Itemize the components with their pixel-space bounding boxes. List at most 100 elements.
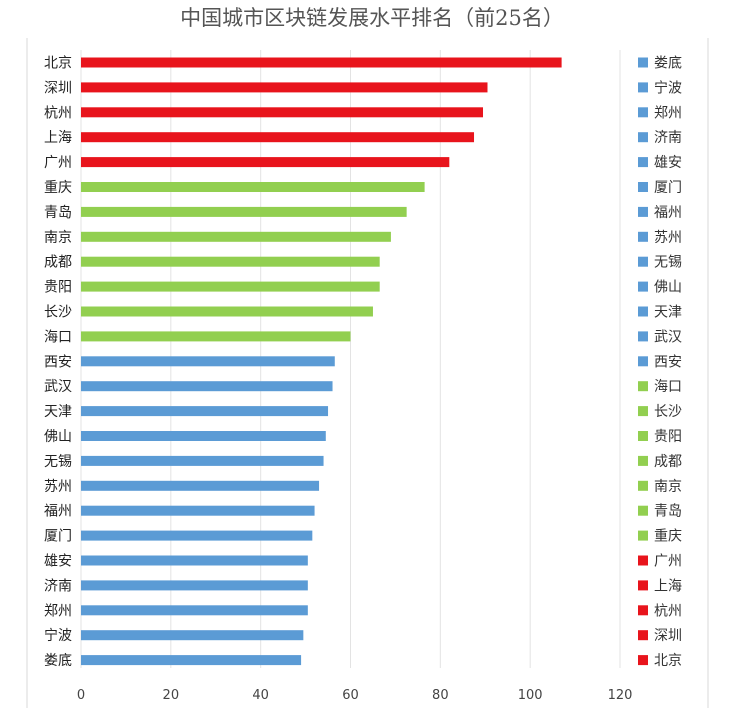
x-tick-label: 120	[608, 688, 633, 703]
legend-label: 苏州	[654, 230, 682, 246]
bar	[81, 655, 302, 666]
category-label: 福州	[44, 504, 72, 520]
category-label: 佛山	[44, 429, 72, 445]
legend-label: 武汉	[654, 329, 682, 345]
legend-swatch	[638, 630, 648, 641]
bar	[81, 182, 425, 192]
legend-item: 厦门	[638, 180, 682, 196]
bar	[81, 605, 308, 616]
legend-item: 长沙	[638, 404, 682, 420]
legend-item: 无锡	[638, 255, 682, 271]
category-label: 重庆	[44, 180, 72, 196]
legend-item: 武汉	[638, 329, 682, 345]
legend-item: 南京	[638, 479, 682, 495]
legend-item: 上海	[638, 578, 682, 594]
legend-label: 贵阳	[654, 429, 682, 445]
legend-label: 宁波	[654, 79, 682, 96]
legend-item: 福州	[638, 205, 682, 221]
legend-item: 青岛	[638, 504, 682, 520]
legend-swatch	[638, 256, 648, 267]
category-labels: 北京深圳杭州上海广州重庆青岛南京成都贵阳长沙海口西安武汉天津佛山无锡苏州福州厦门…	[44, 56, 72, 670]
category-label: 上海	[44, 130, 72, 146]
legend-item: 天津	[638, 305, 682, 321]
legend-swatch	[638, 231, 648, 242]
x-tick-label: 0	[77, 688, 85, 703]
legend-item: 贵阳	[638, 429, 682, 445]
plot-frame	[26, 38, 709, 708]
bar	[81, 82, 488, 93]
legend-label: 海口	[654, 379, 682, 395]
x-tick-label: 100	[518, 688, 543, 703]
bar	[81, 107, 484, 118]
legend-swatch	[638, 57, 648, 68]
legend-swatch	[638, 206, 648, 217]
category-label: 济南	[44, 578, 72, 594]
bar	[81, 281, 380, 292]
bar	[81, 132, 475, 143]
legend-label: 厦门	[654, 180, 682, 196]
legend-swatch	[638, 530, 648, 541]
bar	[81, 331, 351, 342]
category-label: 青岛	[44, 205, 72, 221]
category-label: 郑州	[44, 603, 72, 619]
category-label: 长沙	[44, 305, 72, 321]
bar	[81, 381, 333, 392]
legend-label: 福州	[654, 205, 682, 221]
legend-swatch	[638, 306, 648, 317]
legend-swatch	[638, 505, 648, 516]
category-label: 西安	[44, 354, 72, 370]
legend-item: 海口	[638, 379, 682, 395]
bar	[81, 157, 450, 168]
legend-swatch	[638, 555, 648, 566]
legend-item: 深圳	[638, 628, 682, 644]
legend-swatch	[638, 431, 648, 441]
legend-label: 广州	[654, 554, 682, 570]
bar	[81, 555, 308, 566]
legend-item: 重庆	[638, 529, 682, 545]
legend-label: 上海	[654, 578, 682, 594]
legend-label: 长沙	[654, 404, 682, 420]
legend: 娄底宁波郑州济南雄安厦门福州苏州无锡佛山天津武汉西安海口长沙贵阳成都南京青岛重庆…	[638, 56, 682, 669]
bar	[81, 630, 304, 641]
category-label: 南京	[44, 230, 72, 246]
legend-label: 青岛	[654, 504, 682, 520]
legend-swatch	[638, 455, 648, 466]
legend-label: 重庆	[654, 529, 682, 545]
legend-item: 成都	[638, 454, 682, 470]
legend-swatch	[638, 331, 648, 342]
legend-item: 宁波	[638, 79, 682, 96]
bar	[81, 256, 380, 267]
bar	[81, 580, 308, 591]
category-label: 成都	[44, 255, 72, 271]
legend-label: 北京	[654, 653, 682, 669]
category-label: 北京	[44, 56, 72, 72]
bar	[81, 431, 326, 441]
legend-item: 西安	[638, 354, 682, 370]
x-tick-labels: 0 20 40 60 80 100 120	[77, 688, 633, 703]
legend-swatch	[638, 82, 648, 93]
legend-item: 佛山	[638, 280, 682, 296]
legend-swatch	[638, 182, 648, 192]
legend-item: 北京	[638, 653, 682, 669]
chart-title: 中国城市区块链发展水平排名（前25名）	[180, 6, 564, 30]
bar	[81, 57, 562, 68]
legend-item: 济南	[638, 130, 682, 146]
category-label: 广州	[44, 155, 72, 171]
bar	[81, 406, 329, 417]
category-label: 无锡	[44, 454, 72, 470]
category-label: 宁波	[44, 627, 72, 644]
legend-label: 郑州	[654, 105, 682, 121]
legend-label: 成都	[654, 454, 682, 470]
x-tick-label: 20	[163, 688, 180, 703]
category-label: 贵阳	[44, 280, 72, 296]
bar	[81, 206, 407, 217]
legend-label: 娄底	[654, 56, 682, 72]
bar	[81, 306, 373, 317]
legend-swatch	[638, 580, 648, 591]
category-label: 厦门	[44, 529, 72, 545]
legend-item: 苏州	[638, 230, 682, 246]
legend-item: 广州	[638, 554, 682, 570]
bar	[81, 455, 324, 466]
legend-swatch	[638, 281, 648, 292]
